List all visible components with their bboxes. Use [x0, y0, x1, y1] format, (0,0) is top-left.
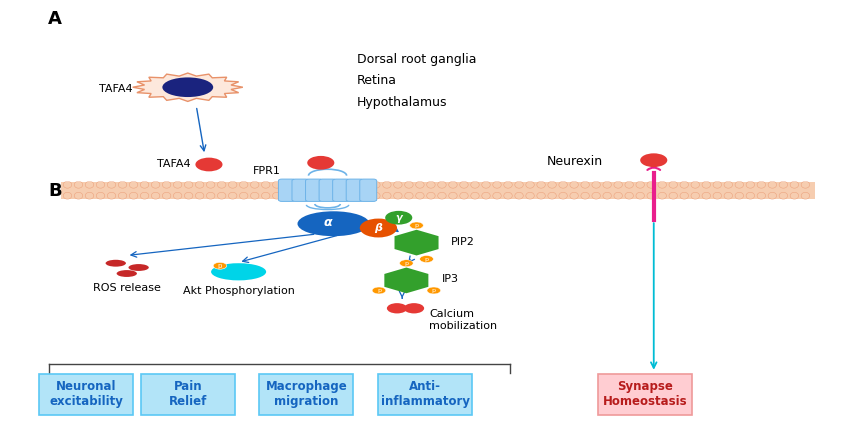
Polygon shape — [133, 73, 243, 102]
Text: p: p — [432, 288, 436, 293]
Ellipse shape — [298, 211, 370, 236]
Text: p: p — [405, 261, 408, 266]
Circle shape — [360, 219, 397, 238]
Text: FPR1: FPR1 — [253, 166, 281, 176]
Text: p: p — [377, 288, 381, 293]
FancyBboxPatch shape — [319, 179, 336, 201]
Circle shape — [427, 287, 440, 294]
Text: Neuronal
excitability: Neuronal excitability — [49, 380, 123, 408]
Circle shape — [400, 260, 413, 267]
Text: p: p — [424, 257, 428, 261]
FancyBboxPatch shape — [598, 374, 692, 415]
Text: Hypothalamus: Hypothalamus — [357, 96, 448, 109]
Text: p: p — [415, 223, 418, 228]
Text: B: B — [48, 182, 61, 200]
Circle shape — [404, 303, 424, 314]
Circle shape — [410, 222, 423, 229]
Text: Akt Phosphorylation: Akt Phosphorylation — [183, 286, 295, 295]
FancyBboxPatch shape — [305, 179, 322, 201]
FancyBboxPatch shape — [39, 374, 133, 415]
Ellipse shape — [128, 264, 149, 271]
Ellipse shape — [211, 263, 266, 280]
Text: γ: γ — [395, 213, 402, 223]
Circle shape — [640, 153, 667, 167]
FancyBboxPatch shape — [378, 374, 472, 415]
Circle shape — [196, 158, 223, 172]
Text: PIP2: PIP2 — [450, 237, 474, 247]
Text: Anti-
inflammatory: Anti- inflammatory — [381, 380, 469, 408]
FancyBboxPatch shape — [141, 374, 235, 415]
FancyBboxPatch shape — [346, 179, 363, 201]
Text: ROS release: ROS release — [93, 283, 161, 293]
FancyBboxPatch shape — [292, 179, 309, 201]
Text: Pain
Relief: Pain Relief — [168, 380, 207, 408]
Text: TAFA4: TAFA4 — [156, 159, 190, 169]
Text: TAFA4: TAFA4 — [99, 84, 133, 94]
Text: Synapse
Homeostasis: Synapse Homeostasis — [603, 380, 688, 408]
Circle shape — [372, 287, 386, 294]
FancyBboxPatch shape — [259, 374, 354, 415]
Text: β: β — [374, 223, 382, 233]
Text: α: α — [323, 216, 332, 229]
Text: Retina: Retina — [357, 74, 397, 87]
Text: Neurexin: Neurexin — [547, 155, 603, 168]
Ellipse shape — [116, 270, 137, 277]
Circle shape — [307, 156, 334, 170]
Polygon shape — [384, 267, 428, 293]
Text: IP3: IP3 — [442, 274, 459, 284]
Text: A: A — [48, 10, 62, 28]
FancyBboxPatch shape — [332, 179, 349, 201]
Circle shape — [385, 211, 412, 225]
Text: p: p — [218, 263, 222, 269]
Text: Calcium
mobilization: Calcium mobilization — [429, 309, 497, 331]
Text: Dorsal root ganglia: Dorsal root ganglia — [357, 53, 477, 66]
Ellipse shape — [162, 77, 213, 97]
FancyBboxPatch shape — [360, 179, 377, 201]
Circle shape — [213, 262, 227, 269]
Text: Macrophage
migration: Macrophage migration — [265, 380, 348, 408]
Bar — [60, 182, 814, 199]
FancyBboxPatch shape — [279, 179, 296, 201]
Polygon shape — [394, 230, 439, 255]
Circle shape — [420, 256, 434, 263]
Circle shape — [387, 303, 407, 314]
Ellipse shape — [105, 260, 126, 267]
